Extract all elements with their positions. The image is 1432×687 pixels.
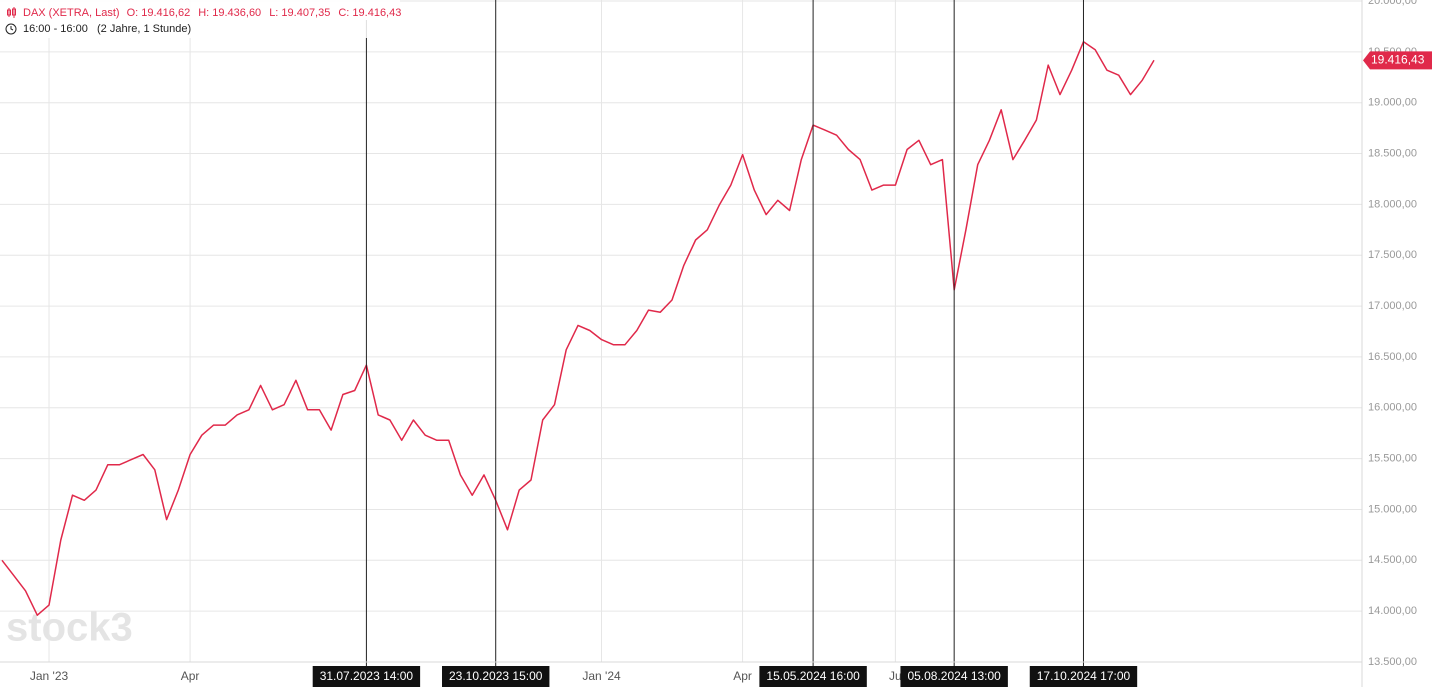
marker-label-bg	[312, 666, 421, 687]
marker-label: 31.07.2023 14:00	[320, 669, 414, 683]
y-tick-label: 18.000,00	[1368, 198, 1417, 210]
marker-label-bg	[442, 666, 550, 687]
y-tick-label: 16.000,00	[1368, 402, 1417, 414]
instrument: DAX (XETRA, Last)	[23, 7, 120, 19]
x-tick-label: Jan '24	[582, 669, 621, 683]
x-tick-label: Jan '23	[30, 669, 69, 683]
marker-label-bg	[759, 666, 867, 687]
header: DAX (XETRA, Last) 16:00 - 16:00 (2 Jahre…	[0, 0, 401, 38]
x-tick-label: Apr	[181, 669, 200, 683]
plot	[1, 40, 1155, 616]
ohlc-value: H: 19.436,60	[198, 7, 261, 19]
marker-label: 17.10.2024 17:00	[1037, 669, 1131, 683]
y-tick-label: 16.500,00	[1368, 351, 1417, 363]
y-tick-label: 17.000,00	[1368, 300, 1417, 312]
session: 16:00 - 16:00	[23, 23, 88, 35]
marker-label: 15.05.2024 16:00	[766, 669, 860, 683]
y-tick-label: 15.500,00	[1368, 453, 1417, 465]
y-tick-label: 13.500,00	[1368, 656, 1417, 668]
y-tick-label: 17.500,00	[1368, 249, 1417, 261]
y-tick-label: 20.000,00	[1368, 0, 1417, 7]
grid	[0, 0, 1362, 663]
price-tag-label: 19.416,43	[1371, 53, 1425, 67]
y-tick-label: 18.500,00	[1368, 147, 1417, 159]
price-line	[1, 40, 1155, 616]
clock-icon	[5, 23, 17, 35]
y-tick-label: 15.000,00	[1368, 503, 1417, 515]
ohlc-value: O: 19.416,62	[127, 7, 191, 19]
y-tick-label: 14.500,00	[1368, 554, 1417, 566]
marker-label-bg	[900, 666, 1008, 687]
x-tick-label: Ju	[889, 669, 902, 683]
header-bg	[0, 0, 400, 38]
x-tick-label: Apr	[733, 669, 752, 683]
marker-label-bg	[1029, 666, 1138, 687]
watermark: stock3	[6, 606, 133, 650]
overlay	[365, 0, 1084, 666]
candle-icon	[7, 7, 16, 18]
range: (2 Jahre, 1 Stunde)	[97, 23, 191, 35]
marker-label: 05.08.2024 13:00	[907, 669, 1001, 683]
marker-label: 23.10.2023 15:00	[449, 669, 543, 683]
ohlc-value: C: 19.416,43	[338, 7, 401, 19]
y-tick-label: 19.000,00	[1368, 97, 1417, 109]
price-tag	[1363, 51, 1432, 70]
ohlc-value: L: 19.407,35	[269, 7, 330, 19]
y-tick-label: 14.000,00	[1368, 605, 1417, 617]
